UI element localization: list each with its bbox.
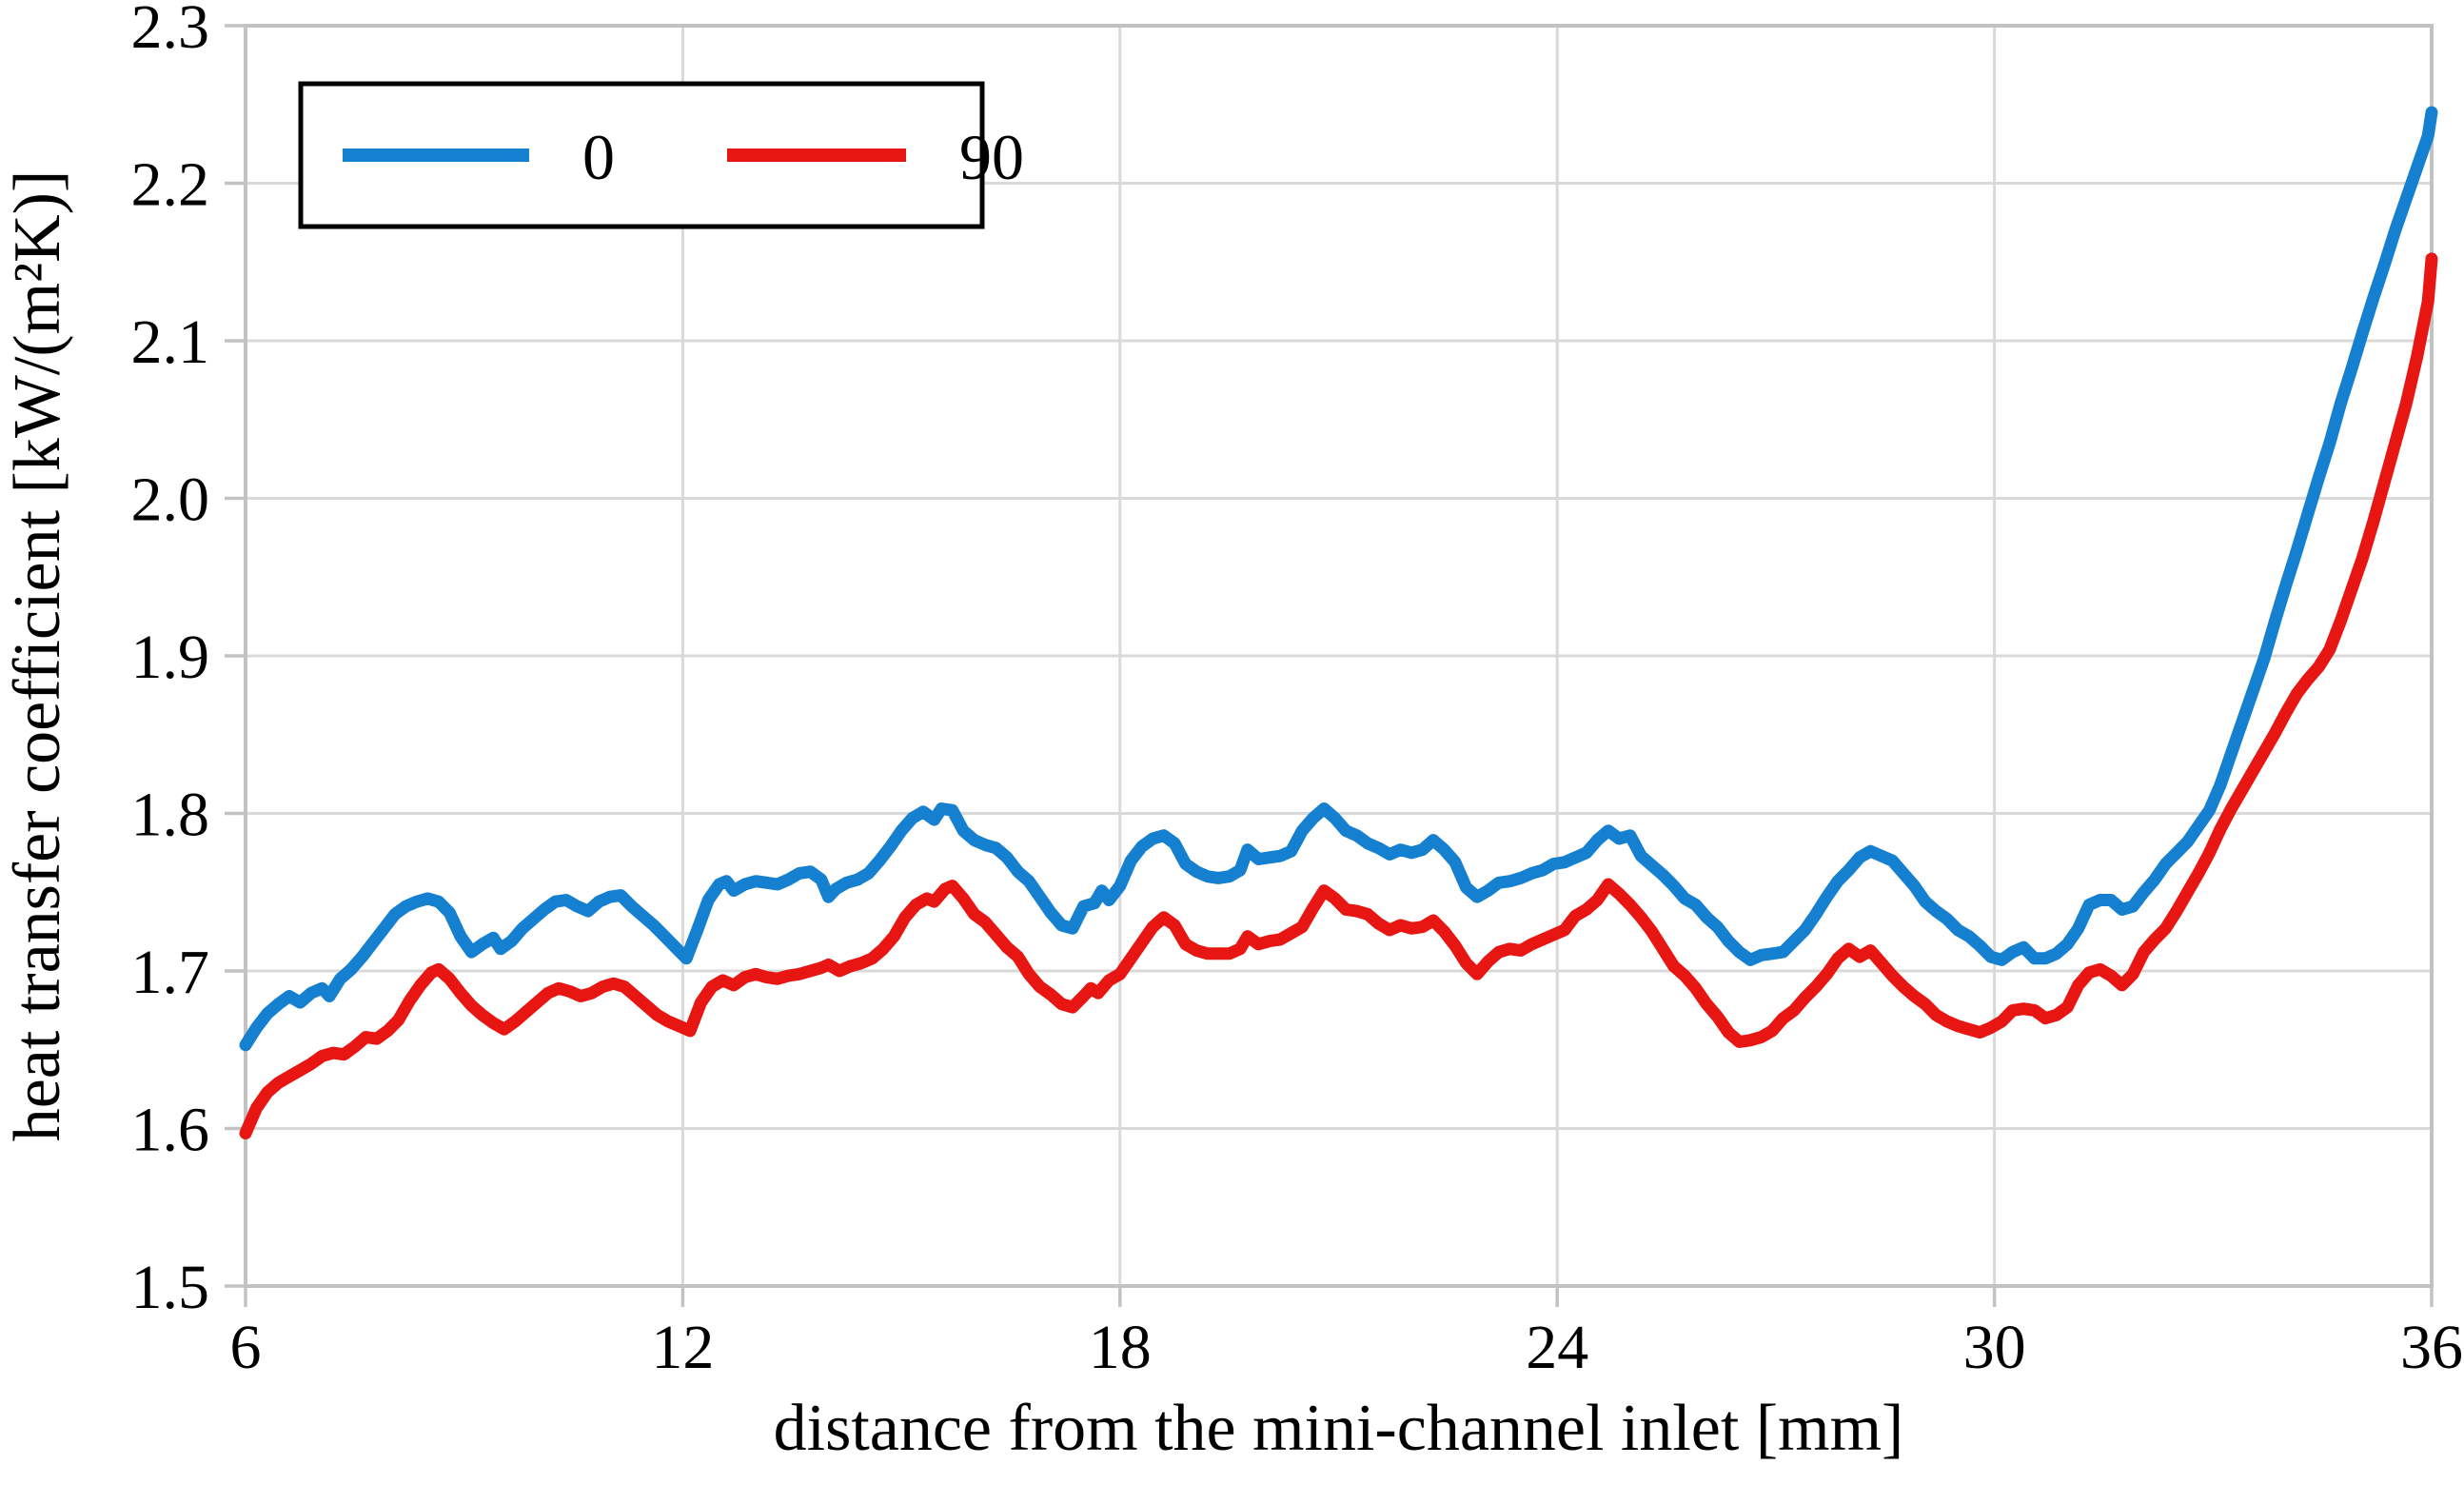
y-tick-label: 1.7: [131, 938, 210, 1007]
y-tick-label: 1.8: [131, 781, 210, 850]
data-series-lines: [239, 106, 2438, 1139]
y-tick-label: 1.6: [131, 1096, 210, 1165]
legend: 0 90: [298, 81, 1024, 229]
x-axis-tick-labels: 6 12 18 24 30 36: [230, 1313, 2464, 1382]
plot-border: [244, 24, 2434, 1288]
series-line-90: [239, 252, 2438, 1139]
x-tick-label: 36: [2400, 1313, 2463, 1382]
y-tick-label: 2.0: [131, 465, 210, 535]
y-tick-label: 2.1: [131, 307, 210, 377]
legend-label-0: 0: [582, 121, 615, 193]
x-tick-label: 24: [1526, 1313, 1588, 1382]
y-tick-label: 1.5: [131, 1253, 210, 1322]
x-axis-title: distance from the mini-channel inlet [mm…: [774, 1392, 1904, 1465]
y-tick-label: 2.3: [131, 0, 210, 62]
series-line-0: [239, 106, 2438, 1052]
x-tick-label: 30: [1963, 1313, 2026, 1382]
x-tick-label: 6: [230, 1313, 262, 1382]
y-axis-tick-labels: 1.5 1.6 1.7 1.8 1.9 2.0 2.1 2.2 2.3: [131, 0, 210, 1322]
y-tick-label: 2.2: [131, 150, 210, 220]
axis-tick-marks: [225, 24, 2434, 1307]
legend-label-90: 90: [959, 121, 1024, 193]
y-tick-label: 1.9: [131, 623, 210, 692]
y-axis-title: heat transfer coefficient [kW/(m²K)]: [1, 170, 74, 1142]
x-tick-label: 12: [651, 1313, 714, 1382]
x-tick-label: 18: [1089, 1313, 1152, 1382]
